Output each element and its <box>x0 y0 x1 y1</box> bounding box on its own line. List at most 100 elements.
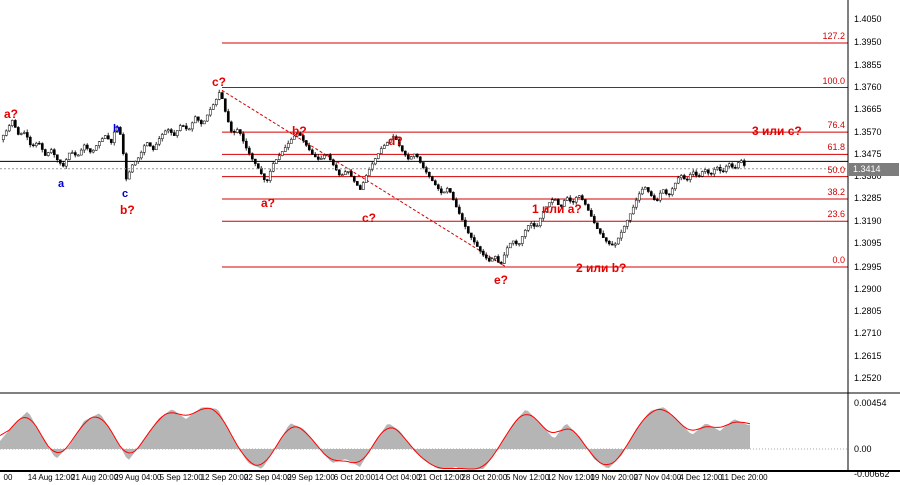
candle-body <box>739 160 743 163</box>
candle-body <box>70 152 74 154</box>
candle-body <box>433 180 437 185</box>
candle-body <box>568 197 572 202</box>
time-tick-label: 19 Nov 20:00 <box>590 473 638 482</box>
candle-body <box>541 211 545 219</box>
candle-body <box>265 179 269 181</box>
wave-label: b <box>113 123 120 135</box>
candle-body <box>136 157 140 162</box>
candle-body <box>349 171 353 177</box>
candle-body <box>619 231 623 239</box>
price-tick-label: 1.2710 <box>854 328 882 339</box>
candle-body <box>706 169 710 174</box>
candle-body <box>76 154 80 157</box>
candle-body <box>610 243 614 246</box>
candle-body <box>94 145 98 151</box>
candle-body <box>283 147 287 152</box>
candle-body <box>361 182 365 190</box>
candle-body <box>316 156 320 160</box>
candle-body <box>601 233 605 238</box>
candle-body <box>196 116 200 121</box>
candle-body <box>328 154 332 161</box>
candle-body <box>307 145 311 151</box>
price-tick-label: 1.3095 <box>854 238 882 249</box>
candle-body <box>487 257 491 262</box>
candle-body <box>430 176 434 181</box>
candle-body <box>286 143 290 148</box>
candle-body <box>115 127 119 133</box>
oscillator-tick-label: 0.00 <box>854 443 872 454</box>
candle-body <box>574 197 578 203</box>
candle-body <box>586 204 590 211</box>
candle-body <box>673 182 677 190</box>
candle-body <box>412 153 416 157</box>
time-tick-label: 4 Dec 12:00 <box>679 473 723 482</box>
candle-body <box>385 142 389 146</box>
candle-body <box>712 169 716 175</box>
candle-body <box>193 116 197 124</box>
candle-body <box>253 158 257 164</box>
candle-body <box>583 199 587 205</box>
candle-body <box>562 200 566 207</box>
candle-body <box>232 131 236 133</box>
candle-body <box>97 141 101 146</box>
candle-body <box>604 237 608 242</box>
candle-body <box>463 219 467 227</box>
candle-body <box>4 130 8 136</box>
candle-body <box>514 240 518 245</box>
candle-body <box>589 210 593 217</box>
candle-body <box>703 169 707 172</box>
candle-body <box>133 161 137 166</box>
candle-body <box>742 160 746 166</box>
candle-body <box>10 120 14 126</box>
candle-body <box>352 176 356 182</box>
price-tick-label: 1.3570 <box>854 126 882 137</box>
wave-label: c? <box>362 211 377 225</box>
price-tick-label: 1.2995 <box>854 261 882 272</box>
candle-body <box>169 129 173 133</box>
candle-body <box>271 163 275 172</box>
candle-body <box>436 184 440 190</box>
time-tick-label: 22 Sep 04:00 <box>243 473 292 482</box>
candle-body <box>442 191 446 194</box>
candle-body <box>709 172 713 175</box>
candle-body <box>181 125 185 127</box>
candle-body <box>637 193 641 201</box>
price-tick-label: 1.3855 <box>854 59 882 70</box>
price-tick-label: 1.3285 <box>854 193 882 204</box>
candle-body <box>274 159 278 164</box>
candle-body <box>259 167 263 174</box>
candle-body <box>499 262 503 264</box>
candle-body <box>508 242 512 249</box>
candle-body <box>685 178 689 181</box>
candle-body <box>34 142 38 146</box>
candle-body <box>679 175 683 179</box>
time-tick-label: 5 Nov 12:00 <box>506 473 550 482</box>
candle-body <box>733 167 737 169</box>
candle-body <box>481 250 485 256</box>
candle-body <box>256 163 260 169</box>
wave-label: 3 или c? <box>752 124 802 138</box>
candle-body <box>415 153 419 158</box>
candle-body <box>376 153 380 159</box>
candle-body <box>661 189 665 194</box>
candle-body <box>424 167 428 173</box>
candle-body <box>346 171 350 173</box>
candle-body <box>526 225 530 231</box>
bottom-border <box>0 470 900 472</box>
candle-body <box>19 133 23 135</box>
candle-body <box>178 125 182 131</box>
candle-body <box>322 154 326 159</box>
candle-body <box>202 120 206 125</box>
candle-body <box>655 199 659 202</box>
candle-body <box>532 223 536 227</box>
time-tick-label: 14 Aug 12:00 <box>27 473 75 482</box>
candle-body <box>211 104 215 110</box>
candle-body <box>445 188 449 193</box>
wave-label: 1 или a? <box>532 202 582 216</box>
candle-body <box>370 163 374 170</box>
candle-body <box>241 133 245 142</box>
price-tick-label: 1.3760 <box>854 82 882 93</box>
candle-body <box>187 128 191 131</box>
